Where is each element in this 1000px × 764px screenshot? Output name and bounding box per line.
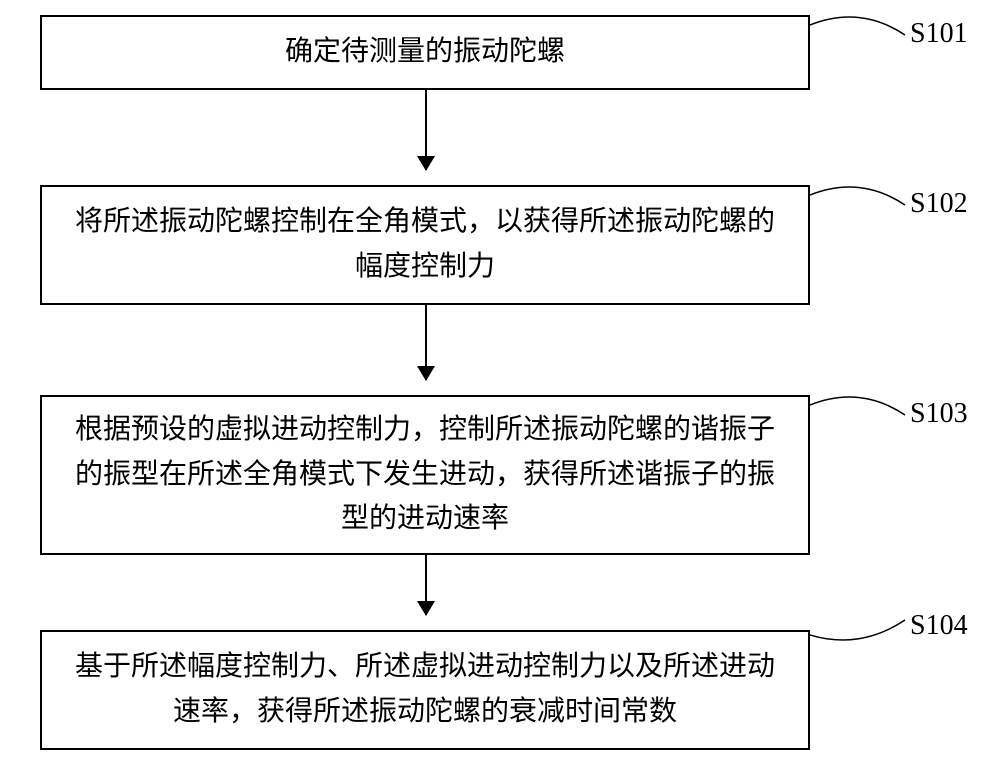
connector-s102 bbox=[810, 180, 910, 215]
arrow-s101-s102 bbox=[425, 90, 427, 170]
step-s102-label: S102 bbox=[910, 188, 968, 220]
step-s104-label: S104 bbox=[910, 610, 968, 642]
step-s103-text: 根据预设的虚拟进动控制力，控制所述振动陀螺的谐振子的振型在所述全角模式下发生进动… bbox=[67, 408, 783, 542]
connector-s103 bbox=[810, 390, 910, 425]
step-s103-label: S103 bbox=[910, 398, 968, 430]
step-s101-box: 确定待测量的振动陀螺 bbox=[40, 15, 810, 90]
step-s104-box: 基于所述幅度控制力、所述虚拟进动控制力以及所述进动速率，获得所述振动陀螺的衰减时… bbox=[40, 630, 810, 750]
connector-s104 bbox=[810, 605, 910, 645]
step-s102-box: 将所述振动陀螺控制在全角模式，以获得所述振动陀螺的幅度控制力 bbox=[40, 185, 810, 305]
arrow-s103-s104 bbox=[425, 555, 427, 615]
flowchart-container: 确定待测量的振动陀螺 S101 将所述振动陀螺控制在全角模式，以获得所述振动陀螺… bbox=[0, 0, 1000, 764]
step-s101-label: S101 bbox=[910, 18, 968, 50]
step-s102-text: 将所述振动陀螺控制在全角模式，以获得所述振动陀螺的幅度控制力 bbox=[67, 200, 783, 290]
step-s104-text: 基于所述幅度控制力、所述虚拟进动控制力以及所述进动速率，获得所述振动陀螺的衰减时… bbox=[67, 645, 783, 735]
arrow-s102-s103 bbox=[425, 305, 427, 380]
step-s103-box: 根据预设的虚拟进动控制力，控制所述振动陀螺的谐振子的振型在所述全角模式下发生进动… bbox=[40, 395, 810, 555]
connector-s101 bbox=[810, 10, 910, 45]
step-s101-text: 确定待测量的振动陀螺 bbox=[285, 30, 565, 75]
